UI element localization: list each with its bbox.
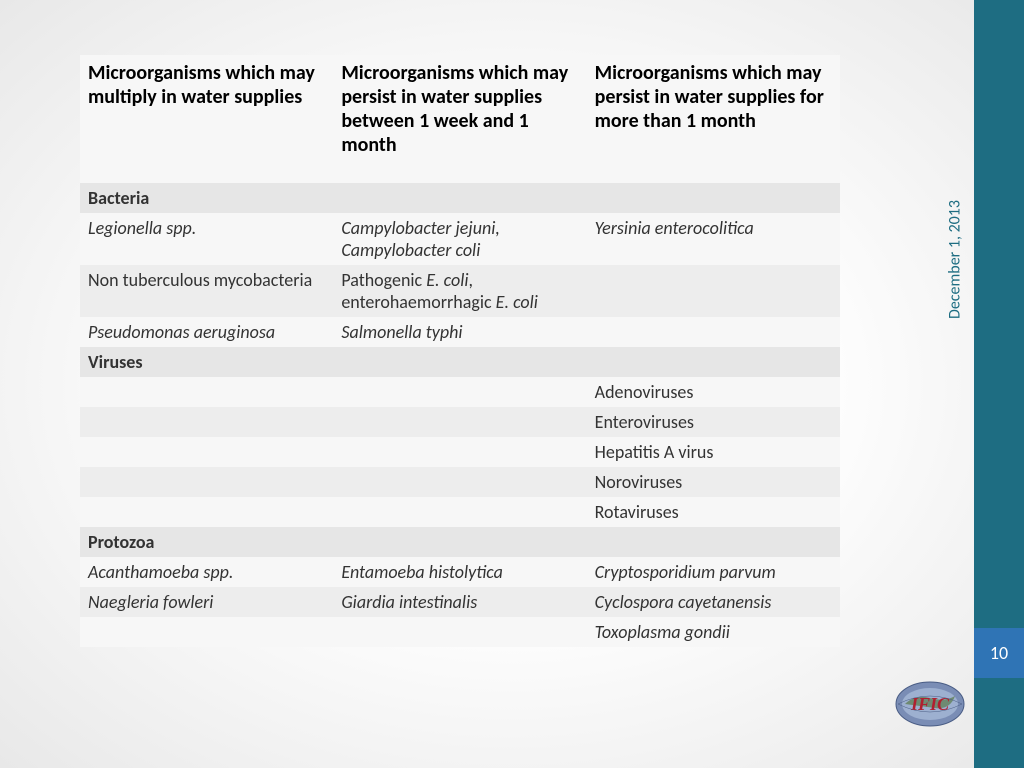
table-row: Noroviruses <box>80 467 840 497</box>
table-cell <box>80 467 333 497</box>
table-row: Bacteria <box>80 183 840 213</box>
table-cell: Adenoviruses <box>587 377 840 407</box>
table-row: Enteroviruses <box>80 407 840 437</box>
table-cell <box>333 527 586 557</box>
table-row: Protozoa <box>80 527 840 557</box>
table-row: Adenoviruses <box>80 377 840 407</box>
logo-text: IFIC <box>910 694 950 714</box>
ific-logo: IFIC <box>890 678 970 730</box>
page-number: 10 <box>990 642 1008 664</box>
table-cell <box>80 407 333 437</box>
table-cell <box>587 527 840 557</box>
table-row: Hepatitis A virus <box>80 437 840 467</box>
table-cell: Bacteria <box>80 183 333 213</box>
table-cell: Yersinia enterocolitica <box>587 213 840 265</box>
page-number-badge: 10 <box>974 628 1024 678</box>
microorganisms-table: Microorganisms which may multiply in wat… <box>80 55 840 647</box>
table-cell: Giardia intestinalis <box>333 587 586 617</box>
table-cell: Entamoeba histolytica <box>333 557 586 587</box>
table-cell: Protozoa <box>80 527 333 557</box>
table-cell <box>333 377 586 407</box>
table-row: Toxoplasma gondii <box>80 617 840 647</box>
table-cell: Campylobacter jejuni, Campylobacter coli <box>333 213 586 265</box>
table-row: Rotaviruses <box>80 497 840 527</box>
table-cell: Enteroviruses <box>587 407 840 437</box>
table-cell: Pathogenic E. coli, enterohaemorrhagic E… <box>333 265 586 317</box>
table-cell <box>80 617 333 647</box>
table-cell <box>333 407 586 437</box>
table-cell: Acanthamoeba spp. <box>80 557 333 587</box>
slide-content: Microorganisms which may multiply in wat… <box>80 55 840 647</box>
table-cell: Noroviruses <box>587 467 840 497</box>
table-cell <box>587 183 840 213</box>
column-header-1: Microorganisms which may multiply in wat… <box>80 55 333 183</box>
table-cell <box>587 347 840 377</box>
table-row: Pseudomonas aeruginosaSalmonella typhi <box>80 317 840 347</box>
table-cell <box>333 437 586 467</box>
table-row: Naegleria fowleriGiardia intestinalisCyc… <box>80 587 840 617</box>
table-cell: Viruses <box>80 347 333 377</box>
table-cell <box>80 377 333 407</box>
table-cell: Pseudomonas aeruginosa <box>80 317 333 347</box>
table-cell <box>333 467 586 497</box>
table-cell: Salmonella typhi <box>333 317 586 347</box>
table-cell: Legionella spp. <box>80 213 333 265</box>
table-cell: Naegleria fowleri <box>80 587 333 617</box>
column-header-2: Microorganisms which may persist in wate… <box>333 55 586 183</box>
table-row: Acanthamoeba spp.Entamoeba histolyticaCr… <box>80 557 840 587</box>
table-cell <box>333 183 586 213</box>
column-header-3: Microorganisms which may persist in wate… <box>587 55 840 183</box>
table-cell: Toxoplasma gondii <box>587 617 840 647</box>
table-cell <box>80 497 333 527</box>
table-row: Non tuberculous mycobacteriaPathogenic E… <box>80 265 840 317</box>
table-cell <box>333 617 586 647</box>
table-cell <box>587 265 840 317</box>
table-cell <box>80 437 333 467</box>
table-header-row: Microorganisms which may multiply in wat… <box>80 55 840 183</box>
table-cell: Rotaviruses <box>587 497 840 527</box>
table-cell: Cryptosporidium parvum <box>587 557 840 587</box>
table-cell <box>333 497 586 527</box>
table-row: Legionella spp.Campylobacter jejuni, Cam… <box>80 213 840 265</box>
table-cell: Non tuberculous mycobacteria <box>80 265 333 317</box>
table-cell: Cyclospora cayetanensis <box>587 587 840 617</box>
table-row: Viruses <box>80 347 840 377</box>
table-cell <box>587 317 840 347</box>
table-cell: Hepatitis A virus <box>587 437 840 467</box>
sidebar-date-area: December 1, 2013 <box>940 0 970 768</box>
slide-date: December 1, 2013 <box>946 160 965 360</box>
table-cell <box>333 347 586 377</box>
